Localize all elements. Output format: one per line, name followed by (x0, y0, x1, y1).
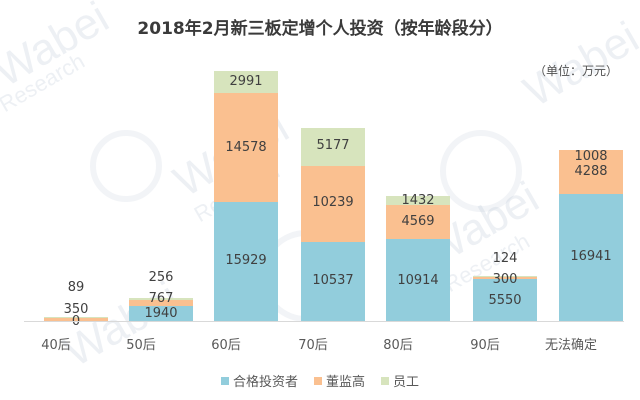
segment-employees (386, 196, 450, 205)
bar-undetermined: 16941 4288 1008 (559, 150, 623, 321)
bar-50s: 1940 767 256 (129, 271, 193, 321)
x-axis-line (24, 321, 624, 322)
bar-70s: 10537 10239 5177 (301, 128, 365, 321)
segment-executives (386, 205, 450, 239)
segment-executives (44, 318, 108, 321)
label-employees: 89 (67, 280, 85, 295)
label-qualified: 15929 (225, 253, 267, 268)
segment-employees (129, 298, 193, 300)
label-executives: 4288 (574, 164, 608, 179)
label-executives: 10239 (312, 195, 354, 210)
label-executives: 350 (63, 302, 89, 317)
x-label-50s: 50后 (126, 338, 156, 353)
label-qualified: 10537 (312, 273, 354, 288)
label-qualified: 16941 (570, 249, 612, 264)
segment-employees (44, 317, 108, 318)
segment-qualified (301, 242, 365, 321)
segment-qualified (559, 194, 623, 321)
bar-90s: 5550 300 124 (473, 252, 537, 321)
segment-employees (559, 150, 623, 161)
bar-80s: 10914 4569 1432 (386, 194, 450, 321)
plot-area: 0 350 89 1940 767 256 15929 14578 2991 1… (24, 60, 624, 329)
x-label-60s: 60后 (211, 338, 241, 353)
label-employees: 5177 (316, 138, 350, 153)
label-employees: 256 (148, 270, 174, 285)
legend-label: 董监高 (325, 375, 365, 390)
segment-executives (129, 300, 193, 306)
chart-title: 2018年2月新三板定增个人投资（按年龄段分） (137, 19, 503, 39)
segment-employees (214, 71, 278, 93)
segment-employees (301, 128, 365, 166)
legend-swatch-icon (220, 376, 229, 385)
label-qualified: 10914 (397, 273, 439, 288)
x-label-40s: 40后 (41, 338, 71, 353)
label-employees: 1008 (574, 149, 608, 164)
segment-executives (559, 161, 623, 194)
x-label-90s: 90后 (470, 338, 500, 353)
x-label-70s: 70后 (298, 338, 328, 353)
bar-60s: 15929 14578 2991 (214, 71, 278, 321)
legend-item-executives[interactable]: 董监高 (313, 371, 365, 390)
label-executives: 300 (492, 272, 518, 287)
label-qualified: 5550 (488, 293, 522, 308)
segment-qualified (473, 279, 537, 321)
label-executives: 4569 (401, 214, 435, 229)
segment-executives (301, 166, 365, 242)
label-executives: 767 (148, 291, 174, 306)
label-employees: 2991 (229, 74, 263, 89)
x-label-80s: 80后 (383, 338, 413, 353)
legend-swatch-icon (381, 376, 389, 385)
label-qualified: 1940 (144, 306, 178, 321)
label-executives: 14578 (225, 140, 267, 155)
legend-label: 合格投资者 (232, 375, 298, 390)
segment-qualified (386, 239, 450, 321)
legend-label: 员工 (393, 375, 420, 390)
segment-employees (473, 276, 537, 277)
legend-swatch-icon (313, 376, 322, 385)
legend-item-employees[interactable]: 员工 (381, 371, 419, 390)
segment-executives (473, 277, 537, 279)
legend-item-qualified[interactable]: 合格投资者 (220, 371, 298, 390)
x-label-undetermined: 无法确定 (544, 338, 597, 353)
label-employees: 1432 (401, 193, 435, 208)
segment-executives (214, 93, 278, 202)
unit-label: （单位：万元） (533, 64, 618, 78)
legend: 合格投资者 董监高 员工 (0, 371, 640, 390)
segment-qualified (214, 202, 278, 321)
label-employees: 124 (492, 251, 518, 266)
segment-qualified (129, 306, 193, 321)
